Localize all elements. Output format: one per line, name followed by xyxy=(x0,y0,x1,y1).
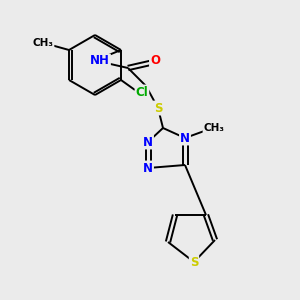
Text: S: S xyxy=(154,101,162,115)
Text: CH₃: CH₃ xyxy=(32,38,53,48)
Text: N: N xyxy=(143,161,153,175)
Text: N: N xyxy=(180,131,190,145)
Text: CH₃: CH₃ xyxy=(203,123,224,133)
Text: NH: NH xyxy=(90,55,110,68)
Text: Cl: Cl xyxy=(136,85,148,98)
Text: N: N xyxy=(143,136,153,148)
Text: S: S xyxy=(190,256,198,268)
Text: O: O xyxy=(150,55,160,68)
